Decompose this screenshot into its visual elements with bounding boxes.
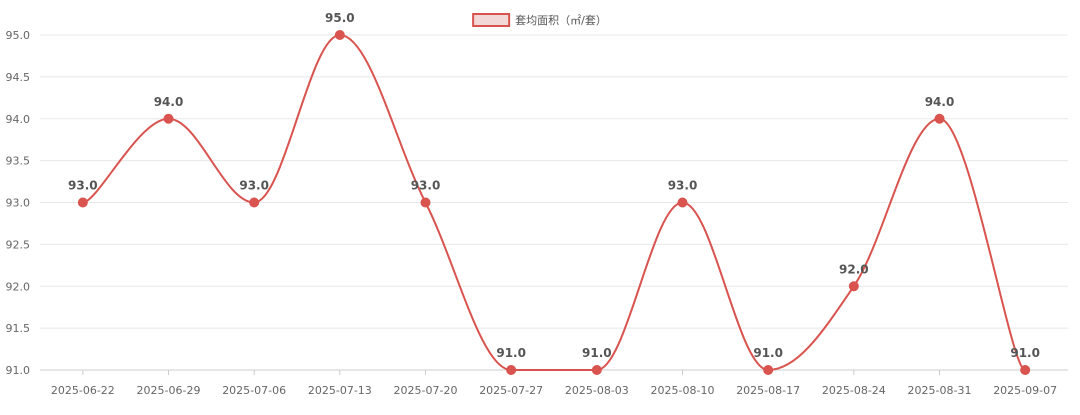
x-tick-label: 2025-06-29 xyxy=(137,384,201,397)
x-tick-label: 2025-09-07 xyxy=(993,384,1057,397)
x-axis: 2025-06-22 2025-06-29 2025-07-06 2025-07-13… xyxy=(51,370,1057,397)
legend-swatch[interactable] xyxy=(472,13,511,27)
x-tick-label: 2025-08-03 xyxy=(565,384,629,397)
y-tick-label: 92.0 xyxy=(6,280,31,293)
data-point[interactable] xyxy=(848,281,859,292)
data-label: 91.0 xyxy=(753,346,783,360)
data-point[interactable] xyxy=(420,197,431,208)
y-tick-label: 91.0 xyxy=(6,364,31,377)
data-point[interactable] xyxy=(249,197,260,208)
data-label: 95.0 xyxy=(325,11,355,25)
x-tick-label: 2025-07-20 xyxy=(394,384,458,397)
data-label: 94.0 xyxy=(925,95,955,109)
y-tick-label: 94.0 xyxy=(6,113,31,126)
data-label: 93.0 xyxy=(239,179,269,193)
y-tick-label: 91.5 xyxy=(6,322,31,335)
x-tick-label: 2025-08-17 xyxy=(736,384,800,397)
data-points xyxy=(77,30,1031,375)
data-label: 93.0 xyxy=(411,179,441,193)
data-point[interactable] xyxy=(506,365,517,375)
y-tick-label: 92.5 xyxy=(6,238,31,251)
x-tick-label: 2025-06-22 xyxy=(51,384,115,397)
data-label: 93.0 xyxy=(668,179,698,193)
data-point[interactable] xyxy=(934,113,945,124)
y-tick-label: 95.0 xyxy=(6,29,31,42)
x-tick-label: 2025-08-10 xyxy=(651,384,715,397)
x-tick-label: 2025-07-06 xyxy=(222,384,286,397)
data-point[interactable] xyxy=(163,113,174,124)
data-point[interactable] xyxy=(763,365,774,375)
y-axis: 91.0 91.5 92.0 92.5 93.0 93.5 94.0 94.5 95.0 xyxy=(6,29,31,377)
grid-lines xyxy=(40,34,1068,371)
legend-label[interactable]: 套均面积（㎡/套） xyxy=(515,14,607,27)
y-tick-label: 93.5 xyxy=(6,155,31,168)
data-point[interactable] xyxy=(77,197,88,208)
x-tick-label: 2025-08-31 xyxy=(908,384,972,397)
legend[interactable]: 套均面积（㎡/套） xyxy=(472,13,607,27)
y-tick-label: 94.5 xyxy=(6,71,31,84)
y-tick-label: 93.0 xyxy=(6,197,31,210)
x-tick-label: 2025-07-27 xyxy=(479,384,543,397)
data-label: 92.0 xyxy=(839,262,869,276)
data-label: 91.0 xyxy=(582,346,612,360)
data-point[interactable] xyxy=(591,365,602,375)
data-label: 94.0 xyxy=(154,95,184,109)
data-point[interactable] xyxy=(1020,365,1031,375)
data-label: 91.0 xyxy=(1010,346,1040,360)
data-point[interactable] xyxy=(334,30,345,40)
data-point[interactable] xyxy=(677,197,688,208)
data-label: 91.0 xyxy=(496,346,526,360)
data-label: 93.0 xyxy=(68,179,98,193)
x-tick-label: 2025-07-13 xyxy=(308,384,372,397)
x-tick-label: 2025-08-24 xyxy=(822,384,886,397)
data-labels: 93.0 94.0 93.0 95.0 93.0 91.0 91.0 93.0 91.0 92.0… xyxy=(68,11,1040,360)
